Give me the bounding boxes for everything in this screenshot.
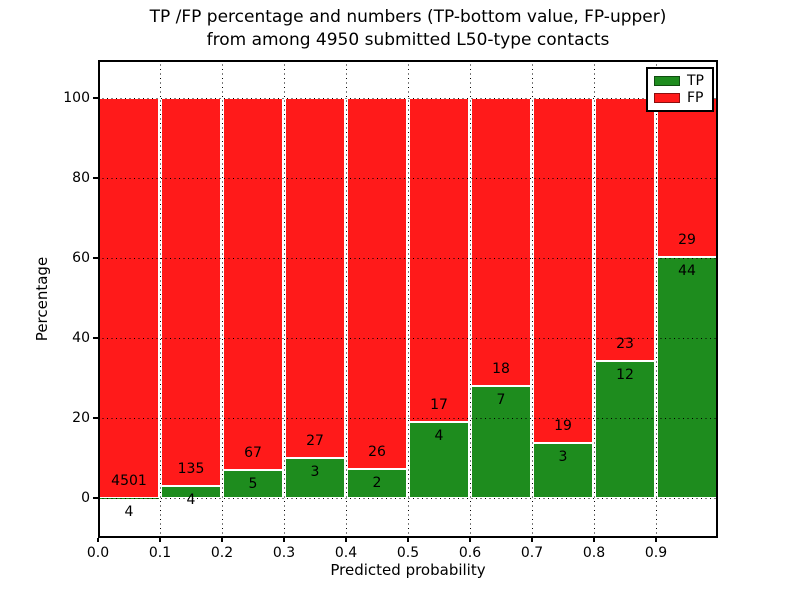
y-tick (93, 257, 98, 259)
fp-count-label: 23 (616, 335, 634, 352)
chart-title-line-2: from among 4950 submitted L50-type conta… (206, 30, 610, 50)
legend-label-tp: TP (687, 72, 704, 89)
horizontal-gridline (98, 337, 718, 339)
x-tick (469, 538, 471, 542)
y-tick (93, 97, 98, 99)
bar-fp-segment (595, 98, 655, 361)
tp-count-label: 7 (496, 392, 506, 408)
tp-legend-swatch-icon (654, 75, 680, 86)
horizontal-gridline (98, 97, 718, 99)
legend-label-fp: FP (687, 90, 704, 107)
bar-fp-segment (409, 98, 469, 422)
y-tick (93, 337, 98, 339)
vertical-gridline (345, 60, 347, 538)
bar-fp-segment (99, 98, 159, 498)
x-tick-label: 0.0 (86, 545, 110, 561)
fp-count-label: 67 (244, 445, 262, 462)
bar-tp-segment (409, 421, 469, 498)
vertical-gridline (593, 60, 595, 538)
vertical-gridline (407, 60, 409, 538)
fp-count-label: 29 (678, 231, 696, 248)
bar-tp-segment (347, 469, 407, 498)
x-tick-label: 0.4 (334, 545, 358, 561)
y-tick-label: 80 (72, 170, 90, 186)
tp-count-label: 5 (248, 476, 258, 493)
bar-fp-segment (533, 98, 593, 444)
legend-item-fp: FP (648, 91, 712, 105)
bar-fp-segment (161, 98, 221, 487)
y-tick-label: 40 (72, 330, 90, 346)
fp-count-label: 135 (177, 461, 205, 478)
bar-tp-segment (471, 386, 531, 498)
x-tick-label: 0.8 (582, 545, 606, 561)
tp-count-label: 4 (124, 503, 134, 520)
tp-count-label: 44 (678, 262, 696, 279)
x-tick-label: 0.3 (272, 545, 296, 561)
bar-fp-segment (347, 98, 407, 470)
bar-tp-segment (657, 256, 717, 498)
chart-title-line-1: TP /FP percentage and numbers (TP-bottom… (149, 7, 667, 27)
legend-item-tp: TP (648, 74, 712, 88)
vertical-gridline (469, 60, 471, 538)
plot-area: TP FP 4501 4 135 4 67 5 27 3 26 2 17 4 18 7 19 3 23 12 29 4… (98, 60, 718, 538)
bar-tp-segment (223, 470, 283, 498)
x-tick (593, 538, 595, 542)
horizontal-gridline (98, 497, 718, 499)
y-tick (93, 497, 98, 499)
tp-count-label: 3 (310, 464, 320, 480)
x-tick-label: 0.6 (458, 545, 482, 561)
x-tick (221, 538, 223, 542)
x-tick (655, 538, 657, 542)
fp-count-label: 17 (430, 396, 448, 413)
x-tick (159, 538, 161, 542)
horizontal-gridline (98, 177, 718, 179)
vertical-gridline (159, 60, 161, 538)
x-tick-label: 0.2 (210, 545, 234, 561)
vertical-gridline (221, 60, 223, 538)
fp-count-label: 27 (306, 433, 324, 449)
x-tick (345, 538, 347, 542)
tp-count-label: 12 (616, 366, 634, 383)
y-tick-label: 100 (63, 90, 90, 106)
horizontal-gridline (98, 257, 718, 259)
vertical-gridline (531, 60, 533, 538)
bar-fp-segment (471, 98, 531, 386)
y-tick (93, 417, 98, 419)
bar-fp-segment (223, 98, 283, 471)
fp-count-label: 18 (492, 361, 510, 377)
y-tick-label: 0 (81, 490, 90, 506)
y-tick-label: 60 (72, 250, 90, 266)
y-tick (93, 177, 98, 179)
x-tick (531, 538, 533, 542)
x-tick (283, 538, 285, 542)
tp-count-label: 3 (558, 449, 568, 466)
tp-count-label: 2 (372, 475, 382, 492)
x-tick-label: 0.1 (148, 545, 172, 561)
fp-count-label: 26 (368, 444, 386, 461)
tp-count-label: 4 (434, 427, 444, 444)
fp-count-label: 19 (554, 418, 572, 435)
bar-fp-segment (285, 98, 345, 458)
vertical-gridline (283, 60, 285, 538)
legend: TP FP (646, 67, 714, 112)
fp-count-label: 4501 (111, 472, 147, 489)
x-tick-label: 0.7 (520, 545, 544, 561)
bar-tp-segment (533, 443, 593, 498)
vertical-gridline (655, 60, 657, 538)
x-axis-label: Predicted probability (330, 561, 486, 579)
horizontal-gridline (98, 417, 718, 419)
x-tick-label: 0.9 (644, 545, 668, 561)
x-tick-label: 0.5 (396, 545, 420, 561)
fp-legend-swatch-icon (654, 93, 680, 104)
x-tick (97, 538, 99, 542)
y-tick-label: 20 (72, 410, 90, 426)
bar-tp-segment (285, 458, 345, 498)
bar-tp-segment (595, 360, 655, 498)
tp-count-label: 4 (186, 492, 196, 509)
x-tick (407, 538, 409, 542)
